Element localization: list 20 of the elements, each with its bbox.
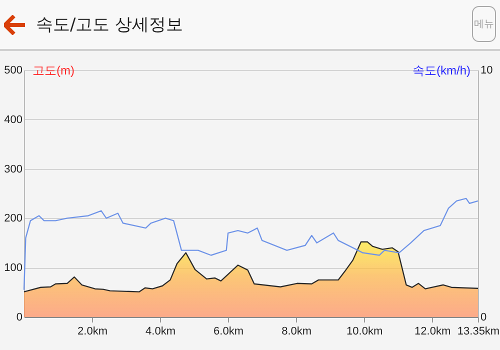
x-tick-label: 4.0km xyxy=(146,326,176,338)
y-tick-label: 500 xyxy=(4,64,22,76)
x-tick-label: 2.0km xyxy=(78,326,108,338)
y-tick-label: 100 xyxy=(4,262,22,274)
x-tick-label: 6.0km xyxy=(214,326,244,338)
x-tick-label: 12.0km xyxy=(414,326,451,338)
x-tick-label: 13.35km xyxy=(457,326,500,338)
x-tick-label: 8.0km xyxy=(282,326,312,338)
y-tick-label: 400 xyxy=(4,114,22,126)
y-axis-title: 고도(m) xyxy=(32,64,74,78)
line-series xyxy=(23,198,479,290)
y2-tick-label: 10 xyxy=(480,64,493,76)
x-tick-label: 10.0km xyxy=(346,326,383,338)
chart-title: 속도/고도 상세정보 xyxy=(36,14,184,36)
y2-tick-label: 0 xyxy=(480,312,487,324)
y2-axis-title: 속도(km/h) xyxy=(412,64,470,78)
menu-button: 메뉴 xyxy=(472,6,496,42)
y-tick-label: 300 xyxy=(4,163,22,176)
y-tick-label: 0 xyxy=(16,312,22,324)
y-tick-label: 200 xyxy=(4,212,22,225)
